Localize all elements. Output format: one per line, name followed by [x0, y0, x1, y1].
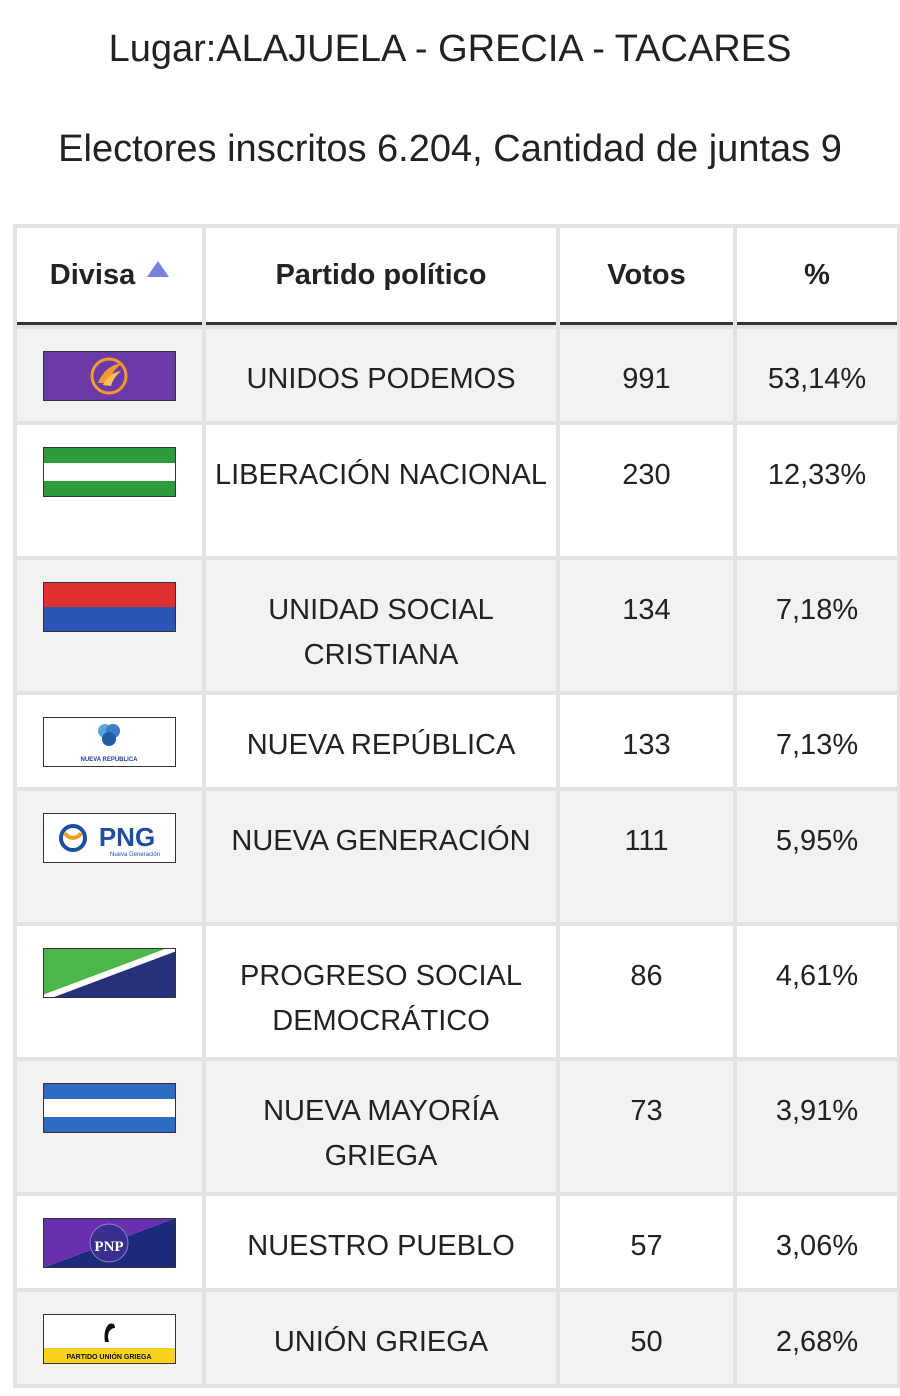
logo-text: PARTIDO UNIÓN GRIEGA: [66, 1352, 151, 1361]
unidad-social-cristiana-flag: [43, 582, 176, 632]
party-name: NUESTRO PUEBLO: [206, 1196, 556, 1288]
logo-subtext: Nueva Generación: [110, 852, 160, 858]
sort-ascending-icon[interactable]: [147, 260, 170, 277]
column-header-porcentaje[interactable]: %: [737, 228, 897, 325]
divisa-cell: [17, 926, 202, 1057]
percent-value: 3,91%: [737, 1061, 897, 1192]
place-title: Lugar:ALAJUELA - GRECIA - TACARES: [108, 28, 792, 70]
nueva-mayoria-griega-flag: [43, 1083, 176, 1133]
votes-value: 50: [560, 1292, 733, 1384]
votes-value: 230: [560, 425, 733, 556]
table-row: PNG Nueva Generación NUEVA GENERACIÓN 11…: [17, 791, 897, 922]
party-name: NUEVA MAYORÍA GRIEGA: [206, 1061, 556, 1192]
party-name: UNIDAD SOCIAL CRISTIANA: [206, 560, 556, 691]
table-row: UNIDOS PODEMOS 991 53,14%: [17, 329, 897, 421]
table-row: PARTIDO UNIÓN GRIEGA UNIÓN GRIEGA 50 2,6…: [17, 1292, 897, 1384]
results-table: Divisa Partido político Votos % UNIDOS P…: [13, 224, 900, 1388]
logo-text: PNP: [94, 1239, 123, 1255]
nueva-republica-flag: NUEVA REPÚBLICA: [43, 717, 176, 767]
party-name: PROGRESO SOCIAL DEMOCRÁTICO: [206, 926, 556, 1057]
divisa-cell: [17, 560, 202, 691]
votes-value: 86: [560, 926, 733, 1057]
percent-value: 4,61%: [737, 926, 897, 1057]
percent-value: 7,18%: [737, 560, 897, 691]
liberacion-nacional-flag: [43, 447, 176, 497]
votes-value: 133: [560, 695, 733, 787]
party-name: UNIDOS PODEMOS: [206, 329, 556, 421]
table-row: NUEVA MAYORÍA GRIEGA 73 3,91%: [17, 1061, 897, 1192]
divisa-cell: PARTIDO UNIÓN GRIEGA: [17, 1292, 202, 1384]
column-header-divisa[interactable]: Divisa: [17, 228, 202, 325]
table-row: PROGRESO SOCIAL DEMOCRÁTICO 86 4,61%: [17, 926, 897, 1057]
divisa-cell: [17, 425, 202, 556]
percent-value: 2,68%: [737, 1292, 897, 1384]
divisa-cell: PNP: [17, 1196, 202, 1288]
divisa-cell: PNG Nueva Generación: [17, 791, 202, 922]
votes-value: 111: [560, 791, 733, 922]
percent-value: 7,13%: [737, 695, 897, 787]
divisa-cell: NUEVA REPÚBLICA: [17, 695, 202, 787]
party-name: NUEVA GENERACIÓN: [206, 791, 556, 922]
progreso-social-democratico-flag: [43, 948, 176, 998]
logo-text: PNG: [99, 822, 155, 852]
unidos-podemos-flag: [43, 351, 176, 401]
table-row: NUEVA REPÚBLICA NUEVA REPÚBLICA 133 7,13…: [17, 695, 897, 787]
column-header-votos[interactable]: Votos: [560, 228, 733, 325]
party-name: LIBERACIÓN NACIONAL: [206, 425, 556, 556]
union-griega-flag: PARTIDO UNIÓN GRIEGA: [43, 1314, 176, 1364]
percent-value: 12,33%: [737, 425, 897, 556]
votes-value: 991: [560, 329, 733, 421]
divisa-cell: [17, 1061, 202, 1192]
percent-value: 5,95%: [737, 791, 897, 922]
table-header-row: Divisa Partido político Votos %: [17, 228, 897, 325]
nueva-generacion-flag: PNG Nueva Generación: [43, 813, 176, 863]
nuestro-pueblo-flag: PNP: [43, 1218, 176, 1268]
percent-value: 53,14%: [737, 329, 897, 421]
percent-value: 3,06%: [737, 1196, 897, 1288]
votes-value: 57: [560, 1196, 733, 1288]
table-row: PNP NUESTRO PUEBLO 57 3,06%: [17, 1196, 897, 1288]
logo-text: NUEVA REPÚBLICA: [80, 756, 138, 763]
votes-value: 134: [560, 560, 733, 691]
column-header-partido[interactable]: Partido político: [206, 228, 556, 325]
divisa-cell: [17, 329, 202, 421]
party-name: UNIÓN GRIEGA: [206, 1292, 556, 1384]
party-name: NUEVA REPÚBLICA: [206, 695, 556, 787]
electors-summary: Electores inscritos 6.204, Cantidad de j…: [58, 128, 842, 170]
votes-value: 73: [560, 1061, 733, 1192]
table-row: UNIDAD SOCIAL CRISTIANA 134 7,18%: [17, 560, 897, 691]
table-row: LIBERACIÓN NACIONAL 230 12,33%: [17, 425, 897, 556]
